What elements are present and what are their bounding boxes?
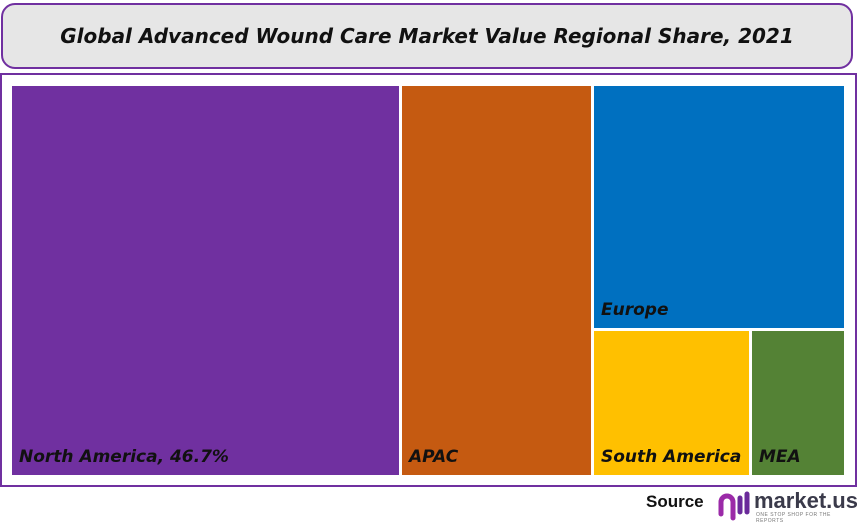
tile-apac: APAC: [402, 86, 591, 475]
logo-icon: [718, 491, 750, 521]
market-us-logo: market.us ONE STOP SHOP FOR THE REPORTS: [716, 488, 857, 524]
treemap-frame: North America, 46.7% APAC Europe South A…: [0, 73, 857, 487]
title-box: Global Advanced Wound Care Market Value …: [1, 3, 853, 69]
tile-north-america: North America, 46.7%: [12, 86, 399, 475]
tile-label: North America, 46.7%: [19, 447, 229, 467]
tile-label: Europe: [601, 300, 669, 320]
tile-label: South America: [601, 447, 742, 467]
logo-text: market.us: [754, 488, 857, 513]
tile-label: APAC: [409, 447, 459, 467]
source-label: Source: [646, 492, 704, 511]
tile-mea: MEA: [752, 331, 844, 475]
chart-title: Global Advanced Wound Care Market Value …: [60, 24, 794, 48]
tile-south-america: South America: [594, 331, 749, 475]
tile-label: MEA: [759, 447, 801, 467]
tile-europe: Europe: [594, 86, 844, 328]
logo-tagline: ONE STOP SHOP FOR THE REPORTS: [756, 512, 831, 524]
